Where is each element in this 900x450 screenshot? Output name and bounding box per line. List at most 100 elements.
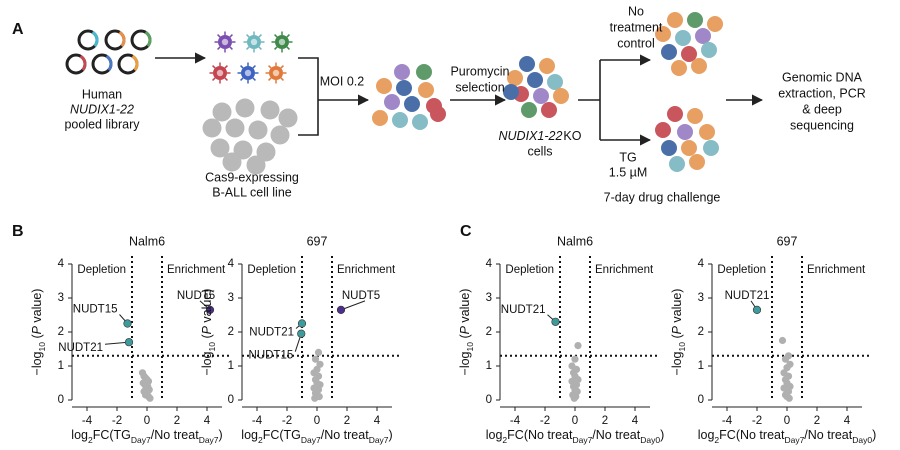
label-part: (	[670, 334, 684, 342]
highlight-point	[551, 317, 560, 326]
x-tick-label: 0	[572, 415, 578, 427]
label-part: log	[486, 428, 503, 442]
y-tick-label: 2	[486, 326, 492, 338]
y-tick-label: 3	[58, 292, 64, 304]
y-tick-label: 4	[698, 258, 705, 270]
label: sequencing	[790, 118, 854, 132]
cell	[210, 138, 230, 158]
cell	[703, 140, 719, 156]
x-tick-label: -2	[282, 415, 292, 427]
cell	[392, 112, 408, 128]
cell	[689, 154, 705, 170]
x-axis-label: log2FC(No treatDay7/No treatDay0)	[698, 428, 877, 445]
diagram-icons	[65, 12, 723, 175]
x-tick-label: -2	[112, 415, 122, 427]
label-part: value)	[30, 289, 44, 327]
virus-spike	[229, 34, 233, 38]
x-tick-label: 0	[314, 415, 320, 427]
virus-spike	[217, 46, 221, 50]
y-tick-label: 1	[228, 360, 234, 372]
label: 7-day drug challenge	[604, 190, 721, 204]
y-tick-label: 0	[698, 394, 704, 406]
label-part: 2	[714, 435, 719, 445]
cell	[246, 155, 266, 175]
cell	[396, 80, 412, 96]
y-tick-label: 0	[58, 394, 64, 406]
panel-label: C	[460, 223, 472, 240]
point-label: NUDT15	[73, 304, 118, 316]
point	[778, 336, 787, 345]
label-part: 2	[502, 435, 507, 445]
highlight-point	[297, 329, 306, 338]
label: & deep	[802, 102, 842, 116]
y-axis-label: −log10 (P value)	[458, 289, 475, 376]
label: extraction, PCR	[778, 86, 866, 100]
label-part: −log	[670, 351, 684, 375]
y-axis-label: −log10 (P value)	[670, 289, 687, 376]
y-tick-label: 3	[228, 292, 234, 304]
cell	[256, 142, 276, 162]
label-part: Day0	[640, 435, 660, 445]
x-axis-label: log2FC(TGDay7/No treatDay7)	[241, 428, 392, 445]
cell	[418, 82, 434, 98]
highlight-point	[336, 305, 346, 315]
x-tick-label: -4	[82, 415, 93, 427]
panel-label: B	[12, 223, 24, 240]
x-tick-label: -4	[510, 415, 521, 427]
cell	[701, 42, 717, 58]
virus-core	[272, 69, 280, 77]
cell	[278, 108, 298, 128]
x-tick-label: 4	[204, 415, 211, 427]
label-part: 10	[37, 342, 47, 352]
point	[146, 394, 154, 402]
point-label: NUDT21	[501, 304, 546, 316]
x-axis-label: log2FC(No treatDay7/No treatDay0)	[486, 428, 665, 445]
y-axis-label: −log10 (P value)	[30, 289, 47, 376]
y-tick-label: 4	[486, 258, 493, 270]
cell	[671, 60, 687, 76]
label-part: Day7	[199, 435, 219, 445]
y-tick-label: 2	[228, 326, 234, 338]
cell	[547, 74, 563, 90]
virus-spike	[212, 65, 216, 69]
virus-spike	[229, 46, 233, 50]
label-part: )	[660, 428, 664, 442]
label-part: log	[241, 428, 258, 442]
label-part: 10	[207, 342, 217, 352]
label-part: P	[30, 325, 44, 334]
virus-spike	[224, 65, 228, 69]
label-part: value)	[670, 289, 684, 327]
label: cells	[527, 144, 552, 158]
virus-spike	[280, 65, 284, 69]
label-part: Day7	[301, 435, 321, 445]
virus-core	[250, 38, 258, 46]
cell	[527, 72, 543, 88]
annotation: Enrichment	[595, 264, 654, 276]
y-tick-label: 4	[58, 258, 65, 270]
cell	[687, 108, 703, 124]
chart-title: 697	[777, 234, 798, 248]
label-part: value)	[458, 289, 472, 327]
x-tick-label: 0	[784, 415, 790, 427]
label-part: Day7	[131, 435, 151, 445]
label: 1.5 µM	[609, 165, 647, 179]
x-axis-label: log2FC(TGDay7/No treatDay7)	[71, 428, 222, 445]
plasmid-insert	[117, 53, 139, 75]
x-tick-label: -2	[752, 415, 762, 427]
y-tick-label: 2	[698, 326, 704, 338]
label: TG	[619, 150, 636, 164]
cell	[384, 94, 400, 110]
point-label: NUDT5	[342, 290, 380, 302]
point	[574, 342, 582, 350]
chart-title: 697	[307, 234, 328, 248]
virus-spike	[240, 65, 244, 69]
cell	[404, 96, 420, 112]
annotation: Enrichment	[167, 264, 226, 276]
virus-spike	[274, 34, 278, 38]
label-part: −log	[200, 351, 214, 375]
label-part: P	[458, 325, 472, 334]
annotation: Depletion	[717, 264, 766, 276]
cell	[681, 140, 697, 156]
y-tick-label: 3	[486, 292, 492, 304]
cell	[507, 70, 523, 86]
